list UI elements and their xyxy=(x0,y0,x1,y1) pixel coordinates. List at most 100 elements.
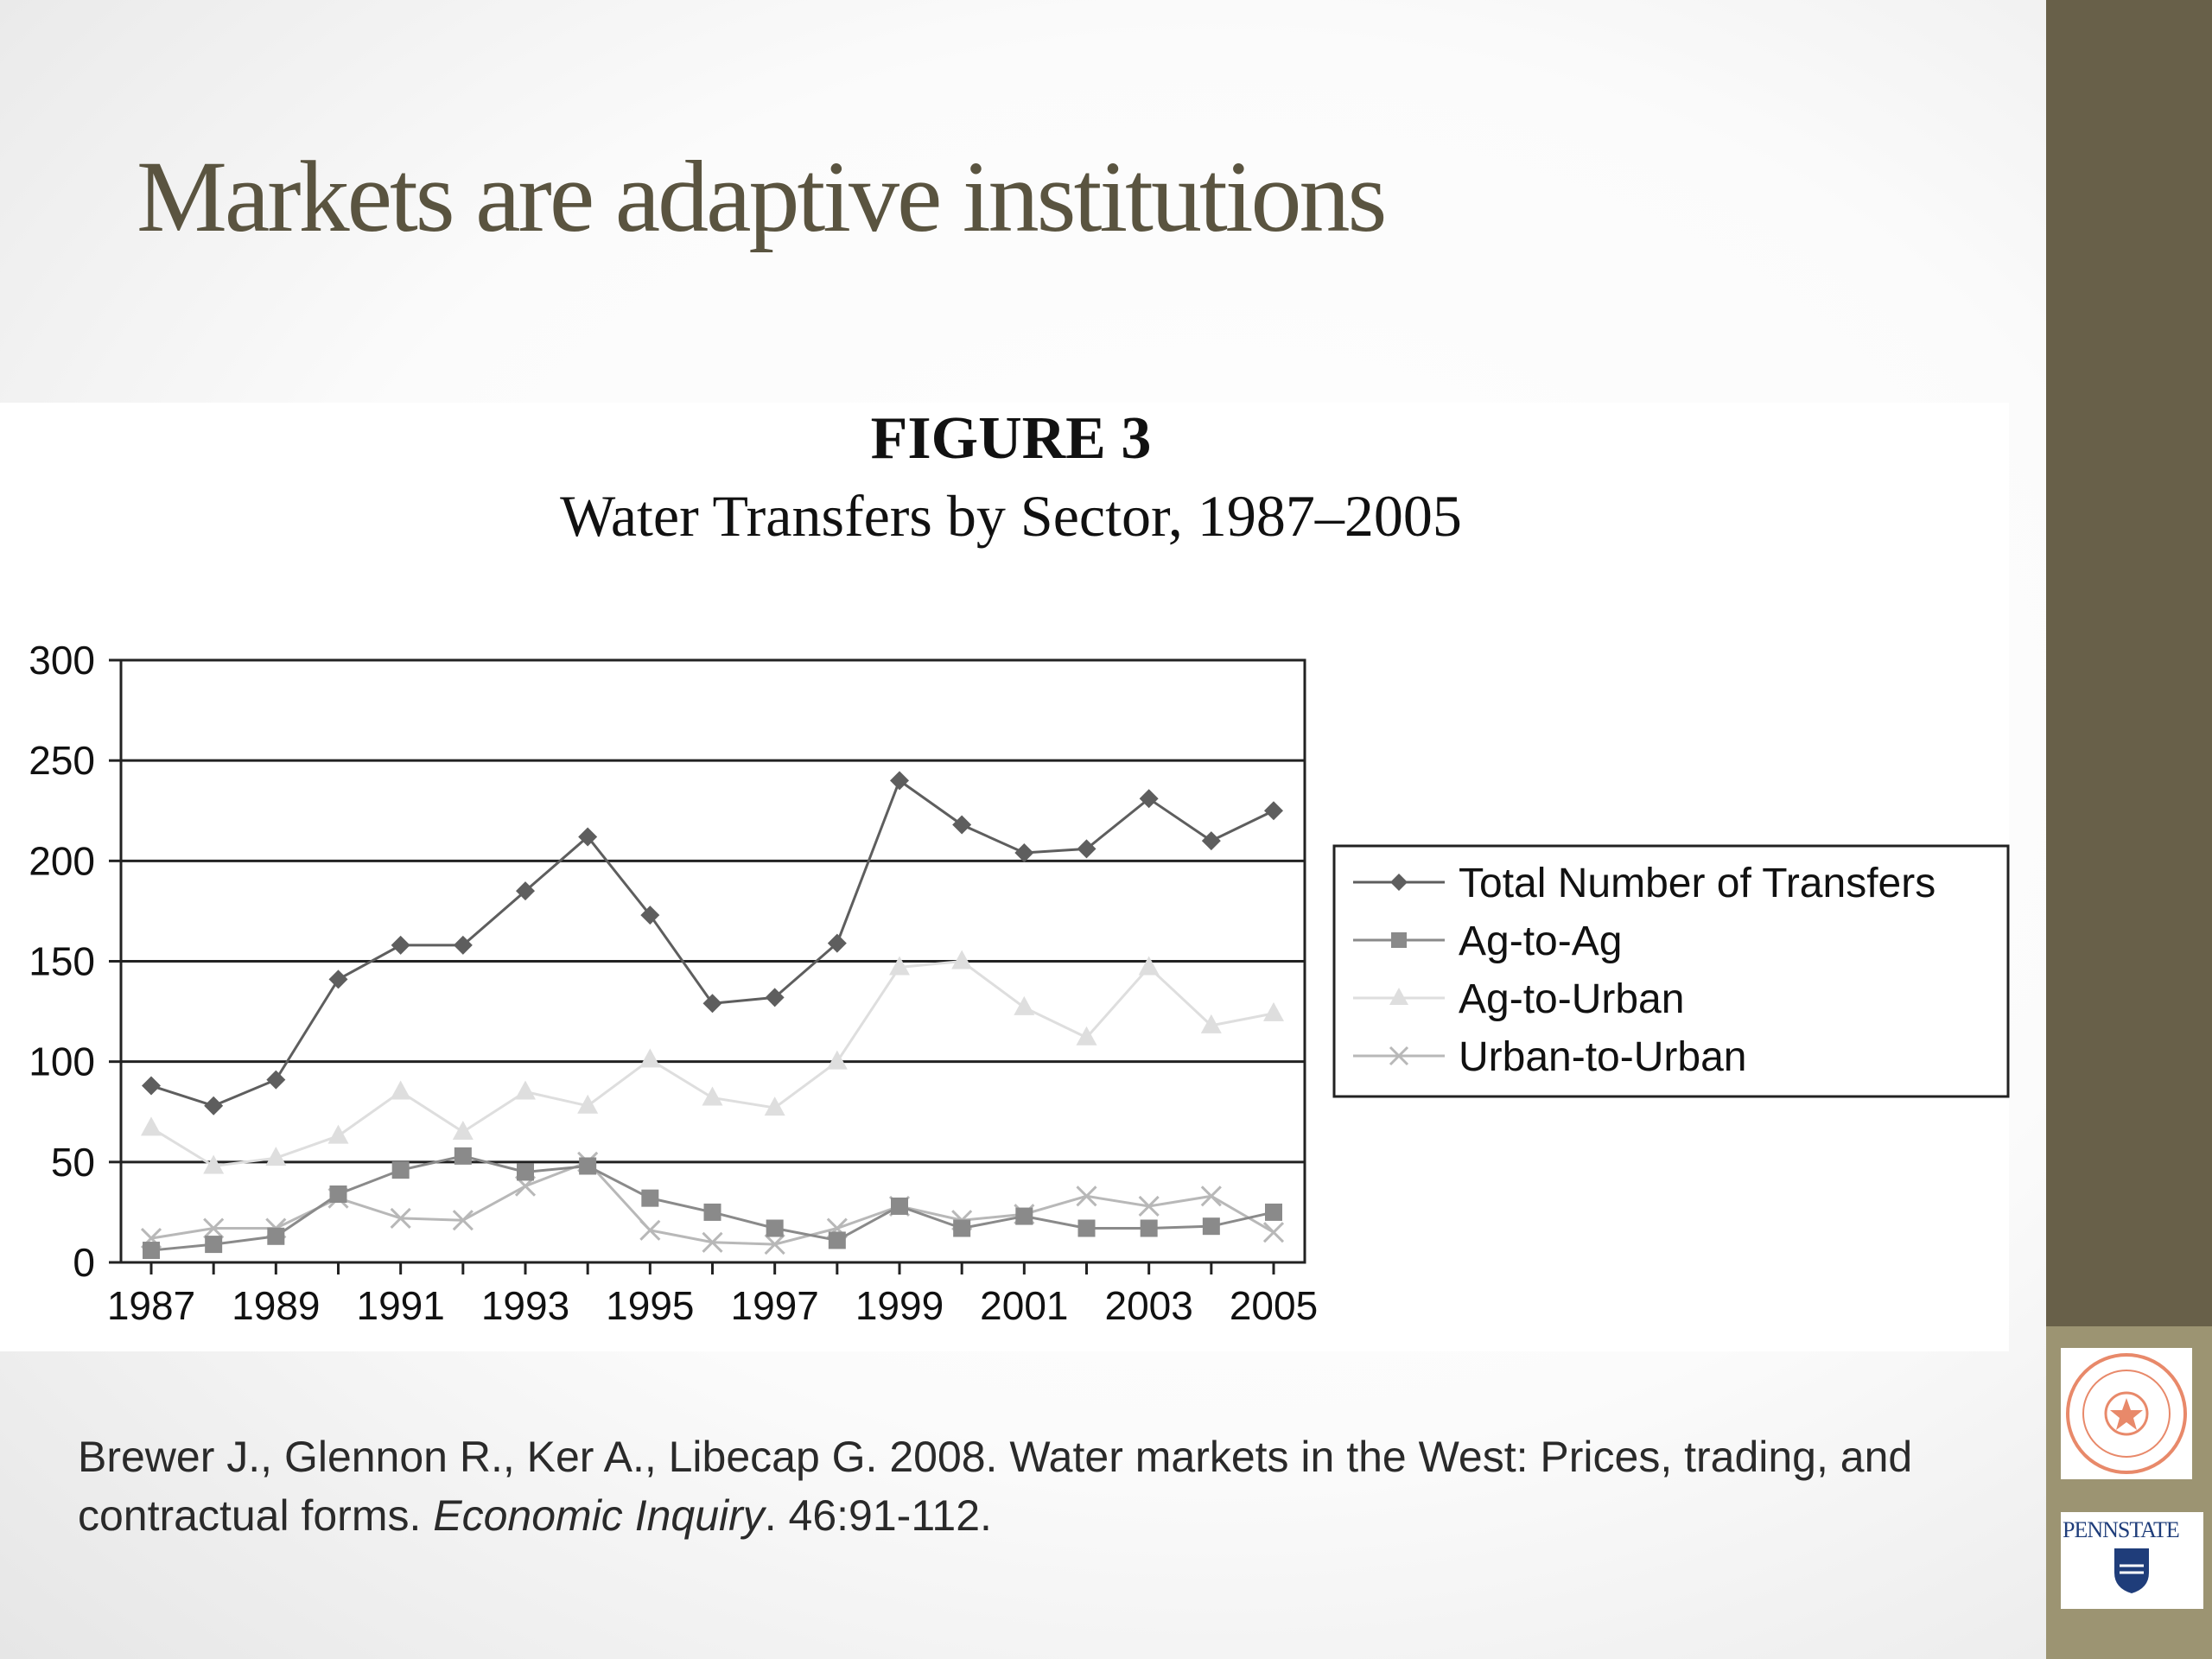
data-point xyxy=(515,1080,536,1100)
data-point xyxy=(764,1234,785,1255)
data-point xyxy=(1200,1014,1222,1033)
data-point xyxy=(265,1147,287,1166)
series-line xyxy=(150,1160,1274,1246)
data-point xyxy=(1390,874,1408,891)
series-line xyxy=(150,779,1274,1108)
data-point xyxy=(889,956,910,976)
data-point xyxy=(953,1219,971,1237)
data-point xyxy=(641,1189,659,1207)
series-urban-to-urban xyxy=(140,1151,1285,1255)
x-tick-label: 2001 xyxy=(980,1283,1068,1328)
data-point xyxy=(142,1076,161,1096)
data-point xyxy=(1140,1219,1158,1237)
data-point xyxy=(1076,1026,1097,1046)
x-tick-label: 1991 xyxy=(356,1283,444,1328)
data-point xyxy=(1262,1222,1285,1243)
data-point xyxy=(890,771,909,791)
data-point xyxy=(764,1096,785,1116)
data-point xyxy=(827,933,847,953)
data-point xyxy=(578,827,598,847)
citation-main: Brewer J., Glennon R., Ker A., Libecap G… xyxy=(78,1433,1913,1540)
data-point xyxy=(1077,839,1096,859)
data-point xyxy=(639,1048,661,1068)
legend-label: Total Number of Transfers xyxy=(1459,861,1936,906)
data-point xyxy=(702,1231,723,1253)
y-tick-label: 200 xyxy=(29,838,95,883)
data-point xyxy=(1014,995,1035,1015)
data-point xyxy=(1139,789,1159,809)
data-point xyxy=(391,1161,410,1179)
data-point xyxy=(1265,1203,1282,1221)
ut-austin-seal-logo xyxy=(2061,1348,2192,1479)
citation: Brewer J., Glennon R., Ker A., Libecap G… xyxy=(78,1427,2048,1545)
series-line xyxy=(150,1154,1274,1252)
data-point xyxy=(266,1070,286,1090)
data-point xyxy=(517,1163,534,1181)
data-point xyxy=(702,1086,723,1106)
data-point xyxy=(766,1219,784,1237)
data-point xyxy=(765,988,785,1007)
data-point xyxy=(1201,831,1221,851)
data-point xyxy=(703,1203,721,1221)
data-point xyxy=(1138,1195,1160,1217)
y-tick-label: 100 xyxy=(29,1039,95,1084)
data-point xyxy=(141,1116,162,1136)
data-point xyxy=(640,906,660,925)
data-point xyxy=(1389,988,1408,1005)
legend-box xyxy=(1332,844,2010,1098)
data-point xyxy=(203,1217,225,1239)
series-ag-to-urban xyxy=(141,950,1284,1174)
figure-caption: Water Transfers by Sector, 1987–2005 xyxy=(560,483,1462,549)
data-point xyxy=(702,994,722,1014)
data-point xyxy=(1200,1185,1222,1207)
x-tick-label: 1989 xyxy=(232,1283,320,1328)
data-point xyxy=(639,1219,661,1241)
figure-label: FIGURE 3 xyxy=(870,405,1152,472)
data-point xyxy=(1138,956,1160,976)
y-tick-label: 250 xyxy=(29,738,95,783)
data-point xyxy=(1076,1185,1097,1207)
citation-journal: Economic Inquiry xyxy=(433,1491,765,1540)
data-point xyxy=(1202,1217,1220,1236)
citation-tail: . 46:91-112. xyxy=(764,1491,992,1540)
x-tick-label: 1995 xyxy=(606,1283,694,1328)
chart-series xyxy=(140,771,1285,1260)
data-point xyxy=(203,1154,225,1174)
data-point xyxy=(516,881,535,901)
data-point xyxy=(1077,1219,1096,1237)
legend-label: Ag-to-Ag xyxy=(1459,918,1622,964)
y-tick-label: 50 xyxy=(51,1140,95,1185)
data-point xyxy=(452,1210,474,1231)
data-point xyxy=(1264,801,1283,821)
data-point xyxy=(1263,1001,1284,1021)
data-point xyxy=(826,1050,848,1070)
data-point xyxy=(267,1227,285,1245)
data-point xyxy=(329,1185,347,1204)
y-tick-label: 0 xyxy=(73,1240,95,1285)
data-point xyxy=(828,1231,846,1249)
penn-state-logo: PENNSTATE xyxy=(2061,1512,2203,1609)
data-point xyxy=(391,935,410,955)
data-point xyxy=(1389,1046,1409,1066)
data-point xyxy=(390,1080,411,1100)
data-point xyxy=(205,1236,223,1254)
data-point xyxy=(1015,1207,1033,1225)
data-point xyxy=(1391,932,1407,948)
x-tick-label: 1993 xyxy=(481,1283,569,1328)
data-point xyxy=(577,1094,599,1114)
legend-label: Ag-to-Urban xyxy=(1459,976,1684,1022)
data-point xyxy=(579,1157,597,1175)
chart-axes: 0 50 100 150 200 250 300 1987 1989 1991 1993 1995 19… xyxy=(29,638,1318,1328)
legend-label: Urban-to-Urban xyxy=(1459,1034,1746,1080)
data-point xyxy=(452,1120,474,1140)
data-point xyxy=(328,969,348,989)
x-tick-label: 1997 xyxy=(730,1283,818,1328)
chart-legend: Total Number of Transfers Ag-to-Ag Ag-to-U… xyxy=(1332,844,2010,1098)
y-tick-label: 300 xyxy=(29,638,95,683)
y-tick-label: 150 xyxy=(29,939,95,984)
x-tick-label: 2005 xyxy=(1230,1283,1318,1328)
data-point xyxy=(453,935,473,955)
data-point xyxy=(891,1197,908,1215)
x-tick-label: 2003 xyxy=(1104,1283,1192,1328)
